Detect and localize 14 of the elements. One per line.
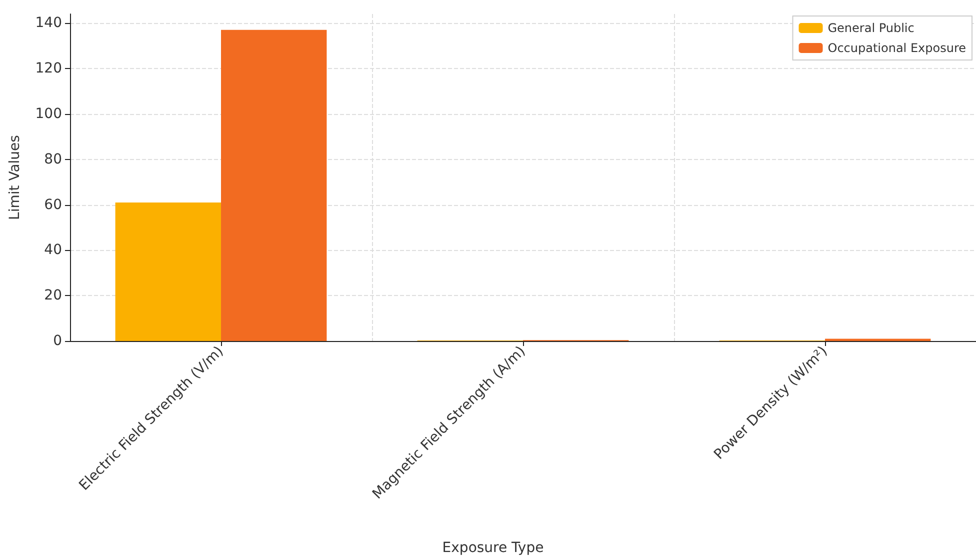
y-tick-label: 40 xyxy=(44,242,62,258)
y-tick-label: 20 xyxy=(44,288,62,304)
bar xyxy=(221,30,327,341)
y-tick-label: 140 xyxy=(35,15,62,32)
x-axis-title: Exposure Type xyxy=(442,540,544,556)
y-tick-label: 100 xyxy=(35,106,62,122)
legend-label: Occupational Exposure xyxy=(828,41,966,55)
y-tick-label: 60 xyxy=(44,196,62,213)
legend-label: General Public xyxy=(828,21,914,35)
y-tick-label: 120 xyxy=(35,60,62,76)
y-tick-label: 80 xyxy=(44,151,62,168)
y-tick-label: 0 xyxy=(53,333,62,349)
y-axis-title: Limit Values xyxy=(7,135,23,220)
bar xyxy=(115,202,221,341)
